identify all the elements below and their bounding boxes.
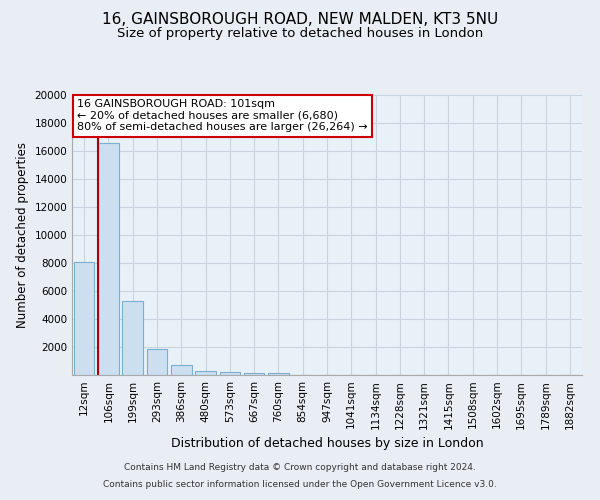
Bar [244, 372, 265, 375]
Y-axis label: Number of detached properties: Number of detached properties [16, 142, 29, 328]
Text: Contains public sector information licensed under the Open Government Licence v3: Contains public sector information licen… [103, 480, 497, 489]
Text: Size of property relative to detached houses in London: Size of property relative to detached ho… [117, 28, 483, 40]
Bar [74, 262, 94, 375]
Bar [122, 301, 143, 375]
Text: 16 GAINSBOROUGH ROAD: 101sqm
← 20% of detached houses are smaller (6,680)
80% of: 16 GAINSBOROUGH ROAD: 101sqm ← 20% of de… [77, 99, 368, 132]
Bar [195, 370, 216, 375]
Bar [146, 349, 167, 375]
Text: Contains HM Land Registry data © Crown copyright and database right 2024.: Contains HM Land Registry data © Crown c… [124, 464, 476, 472]
X-axis label: Distribution of detached houses by size in London: Distribution of detached houses by size … [170, 437, 484, 450]
Bar [171, 365, 191, 375]
Bar [220, 372, 240, 375]
Bar [268, 374, 289, 375]
Text: 16, GAINSBOROUGH ROAD, NEW MALDEN, KT3 5NU: 16, GAINSBOROUGH ROAD, NEW MALDEN, KT3 5… [102, 12, 498, 28]
Bar [98, 142, 119, 375]
